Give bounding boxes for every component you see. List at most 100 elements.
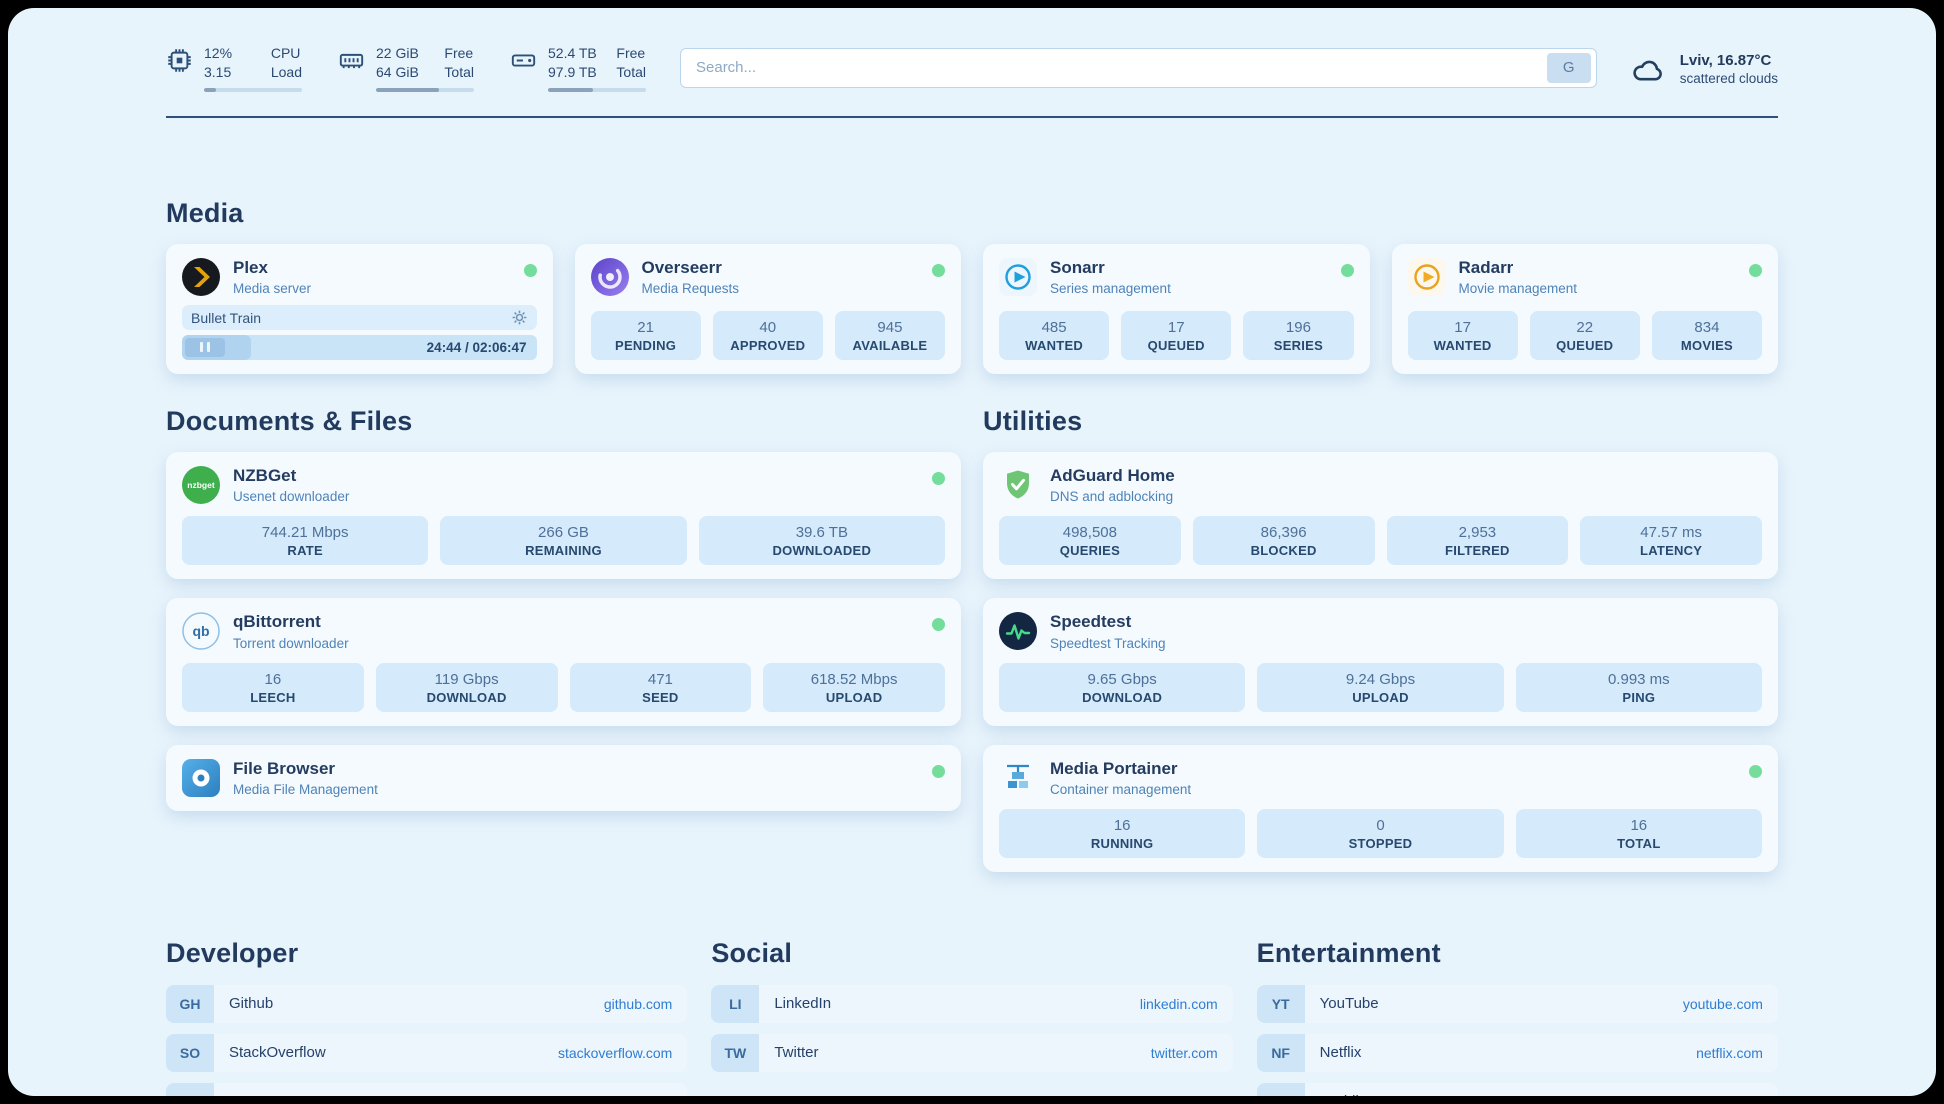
speedtest-card[interactable]: Speedtest Speedtest Tracking 9.65 Gbps D…: [983, 598, 1778, 726]
app-subtitle: Speedtest Tracking: [1050, 635, 1166, 651]
cpu-metric: 12% 3.15 CPU Load: [166, 44, 302, 92]
overseerr-card[interactable]: Overseerr Media Requests 21 PENDING 40 A…: [574, 243, 961, 374]
disk-progress-bar: [548, 87, 646, 92]
entertainment-section: Entertainment YT YouTube youtube.com NF …: [1256, 938, 1778, 1096]
app-meta: Plex Media server: [233, 258, 311, 296]
bookmark-name: Twitter: [774, 1044, 819, 1062]
bookmark-badge: LI: [711, 984, 760, 1023]
app-name: qBittorrent: [233, 612, 321, 632]
app-meta: qBittorrent Torrent downloader: [233, 612, 349, 650]
stat-tile: 945 AVAILABLE: [834, 310, 946, 360]
bookmark-github[interactable]: GH Github github.com: [166, 984, 688, 1023]
stat-value: 17: [1167, 318, 1185, 336]
ram-free-value: 22 GiB: [376, 45, 419, 61]
bookmark-twitter[interactable]: TW Twitter twitter.com: [711, 1033, 1233, 1072]
weather-location: Lviv, 16.87°C: [1679, 51, 1772, 69]
stat-label: FILTERED: [1445, 543, 1510, 559]
ram-icon: [339, 53, 364, 69]
gear-icon[interactable]: [511, 309, 528, 326]
stats-row: 744.21 Mbps RATE 266 GB REMAINING 39.6 T…: [182, 516, 945, 566]
filebrowser-icon: [182, 758, 220, 797]
stat-label: BLOCKED: [1250, 543, 1317, 559]
bookmark-name: YouTube: [1319, 995, 1379, 1013]
stat-label: SEED: [642, 689, 679, 705]
card-header: Overseerr Media Requests: [590, 258, 945, 296]
stat-tile: 22 QUEUED: [1529, 310, 1640, 360]
stat-label: QUERIES: [1059, 543, 1121, 559]
svg-text:nzbget: nzbget: [187, 480, 215, 490]
stats-row: 16 RUNNING 0 STOPPED 16 TOTAL: [999, 808, 1762, 858]
topbar-divider: [166, 115, 1778, 118]
stat-value: 17: [1454, 318, 1471, 336]
bookmark-url[interactable]: youtube.com: [1682, 995, 1763, 1012]
stats-row: 21 PENDING 40 APPROVED 945 AVAILABLE: [590, 310, 946, 360]
app-subtitle: Media server: [233, 281, 312, 297]
card-header: Radarr Movie management: [1407, 258, 1762, 297]
status-dot: [932, 764, 945, 778]
stat-tile: 16 LEECH: [182, 662, 364, 712]
portainer-icon: [1007, 764, 1029, 788]
plex-progress-bar[interactable]: 24:44 / 02:06:47: [182, 334, 537, 360]
app-subtitle: Usenet downloader: [233, 489, 350, 505]
plex-card[interactable]: Plex Media server Bullet Train: [166, 243, 553, 374]
stat-value: 498,508: [1062, 524, 1117, 542]
bookmark-url[interactable]: dev.to: [635, 1094, 672, 1096]
stat-value: 119 Gbps: [434, 670, 499, 688]
bookmark-url[interactable]: reddit.com: [1698, 1094, 1763, 1096]
bookmark-url[interactable]: linkedin.com: [1139, 995, 1218, 1012]
bookmark-reddit[interactable]: RE Reddit reddit.com: [1256, 1082, 1778, 1096]
bookmark-linkedin[interactable]: LI LinkedIn linkedin.com: [711, 984, 1233, 1023]
stat-value: 47.57 ms: [1640, 524, 1702, 542]
card-header: qb qBittorrent Torrent downloader: [182, 612, 945, 651]
qbittorrent-card[interactable]: qb qBittorrent Torrent downloader 16: [166, 598, 961, 726]
stat-value: 21: [637, 318, 654, 336]
adguard-card[interactable]: AdGuard Home DNS and adblocking 498,508 …: [983, 451, 1778, 580]
stat-tile: 834 MOVIES: [1651, 310, 1763, 360]
card-header: Media Portainer Container management: [999, 759, 1762, 797]
disk-free-value: 52.4 TB: [548, 45, 597, 61]
stat-tile: 21 PENDING: [590, 310, 701, 360]
stat-tile: 618.52 Mbps UPLOAD: [763, 662, 945, 712]
stats-row: 485 WANTED 17 QUEUED 196 SERIES: [999, 310, 1354, 360]
stat-tile: 471 SEED: [569, 662, 752, 712]
bookmark-url[interactable]: stackoverflow.com: [557, 1044, 673, 1061]
stat-tile: 16 TOTAL: [1515, 808, 1762, 858]
bookmark-name: Github: [229, 995, 274, 1013]
bookmark-url[interactable]: github.com: [603, 995, 673, 1012]
stat-value: 485: [1041, 318, 1067, 336]
app-subtitle: Movie management: [1458, 281, 1578, 297]
search-input[interactable]: [696, 59, 1547, 77]
bookmark-dev[interactable]: DT DEV dev.to: [166, 1082, 688, 1096]
sonarr-card[interactable]: Sonarr Series management 485 WANTED 17 Q…: [983, 243, 1370, 374]
portainer-card[interactable]: Media Portainer Container management 16 …: [983, 744, 1778, 872]
stat-label: REMAINING: [525, 543, 602, 559]
pause-icon[interactable]: [185, 337, 225, 357]
weather-condition: scattered clouds: [1679, 70, 1778, 86]
developer-section: Developer GH Github github.com SO StackO…: [166, 938, 688, 1096]
radarr-card[interactable]: Radarr Movie management 17 WANTED 22 QUE…: [1391, 243, 1778, 374]
stat-tile: 47.57 ms LATENCY: [1580, 516, 1762, 566]
search-engine-button[interactable]: G: [1546, 52, 1591, 83]
stat-tile: 0.993 ms PING: [1515, 662, 1762, 712]
stat-label: TOTAL: [1617, 835, 1661, 851]
stat-tile: 39.6 TB DOWNLOADED: [698, 516, 945, 566]
stat-label: RUNNING: [1090, 835, 1154, 851]
card-header: AdGuard Home DNS and adblocking: [999, 466, 1762, 504]
bookmark-url[interactable]: twitter.com: [1150, 1044, 1218, 1061]
stat-value: 40: [759, 318, 777, 336]
filebrowser-card[interactable]: File Browser Media File Management: [166, 744, 961, 811]
search-bar: G: [680, 47, 1597, 88]
bookmark-stackoverflow[interactable]: SO StackOverflow stackoverflow.com: [166, 1033, 688, 1072]
bookmark-url[interactable]: netflix.com: [1696, 1044, 1763, 1061]
bookmark-badge: SO: [166, 1033, 214, 1072]
disk-free-label: Free: [616, 45, 646, 61]
disk-icon: [511, 54, 536, 67]
bookmark-netflix[interactable]: NF Netflix netflix.com: [1256, 1033, 1778, 1072]
stat-label: WANTED: [1433, 337, 1492, 353]
documents-section: Documents & Files nzbget NZBGet Usenet d…: [166, 406, 961, 811]
bookmark-name: StackOverflow: [229, 1044, 326, 1062]
app-meta: File Browser Media File Management: [233, 759, 378, 797]
bookmark-youtube[interactable]: YT YouTube youtube.com: [1256, 984, 1778, 1023]
nzbget-card[interactable]: nzbget NZBGet Usenet downloader 744.21 M…: [166, 451, 961, 580]
bookmark-name: Reddit: [1320, 1093, 1363, 1096]
